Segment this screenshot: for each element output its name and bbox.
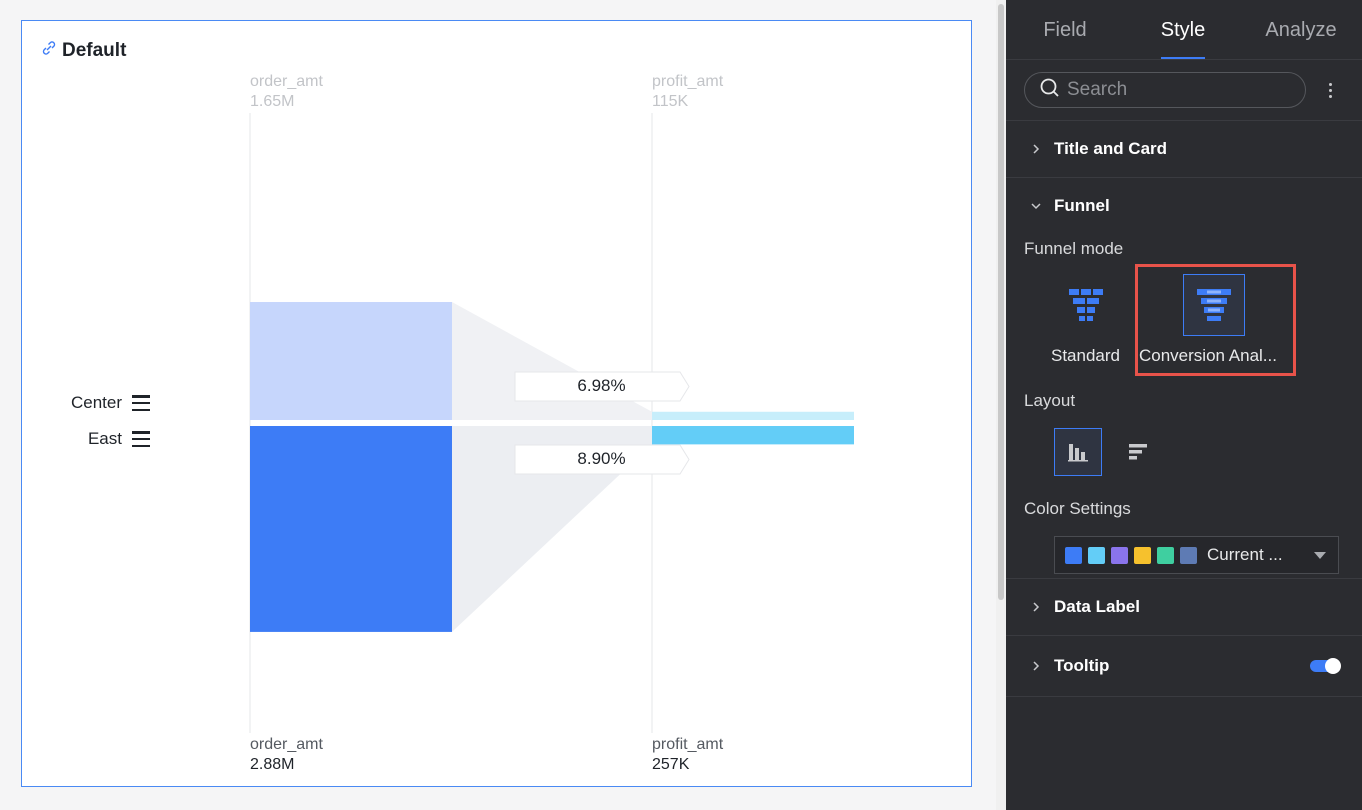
bar-center-profit-amt bbox=[652, 411, 854, 420]
stage2-top-measure: profit_amt bbox=[652, 73, 724, 90]
scrollbar-thumb[interactable] bbox=[998, 4, 1004, 600]
conversion-value: 8.90% bbox=[577, 449, 626, 468]
tooltip-toggle[interactable] bbox=[1310, 658, 1341, 674]
color-scheme-value: Current ... bbox=[1207, 545, 1283, 564]
section-funnel: Funnel Funnel mode Standard bbox=[1006, 177, 1362, 578]
legend-item-east[interactable]: East bbox=[40, 421, 150, 457]
stage1-top-total: 1.65M bbox=[250, 93, 295, 110]
funnel-standard-icon bbox=[1055, 274, 1117, 336]
layout-vertical-button[interactable] bbox=[1114, 428, 1162, 476]
stage2-top-total: 115K bbox=[652, 93, 689, 110]
layout-label: Layout bbox=[1024, 391, 1076, 410]
section-title: Funnel bbox=[1054, 196, 1110, 215]
stage2-bottom-total: 257K bbox=[652, 756, 690, 773]
conversion-label-center: 6.98% bbox=[514, 371, 690, 402]
stage2-top-label: profit_amt 115K bbox=[652, 72, 723, 112]
funnel-chart bbox=[249, 113, 854, 733]
mode-standard[interactable]: Standard bbox=[1051, 274, 1120, 366]
menu-icon[interactable] bbox=[132, 395, 150, 411]
funnel-mode-label: Funnel mode bbox=[1024, 239, 1124, 258]
style-panel: Field Style Analyze Title and Card Funne… bbox=[1006, 0, 1362, 810]
legend-item-center[interactable]: Center bbox=[40, 385, 150, 421]
section-title: Data Label bbox=[1054, 597, 1140, 616]
link-icon bbox=[40, 39, 58, 62]
more-options-icon[interactable] bbox=[1320, 78, 1340, 102]
section-data-label[interactable]: Data Label bbox=[1006, 578, 1362, 635]
color-swatch bbox=[1111, 546, 1128, 564]
chevron-right-icon bbox=[1030, 660, 1042, 672]
color-swatch bbox=[1134, 546, 1151, 564]
mode-label: Standard bbox=[1051, 346, 1120, 365]
section-title: Title and Card bbox=[1054, 139, 1168, 158]
connector-east bbox=[452, 426, 652, 632]
chart-canvas-area: Default Center East order_amt 1.65M prof… bbox=[21, 20, 972, 787]
chevron-right-icon bbox=[1030, 601, 1042, 613]
search-box[interactable] bbox=[1024, 72, 1306, 108]
panel-tabs: Field Style Analyze bbox=[1006, 0, 1362, 60]
stage2-bottom-label: profit_amt 257K bbox=[652, 735, 723, 775]
conversion-value: 6.98% bbox=[577, 376, 626, 395]
stage1-bottom-total: 2.88M bbox=[250, 756, 295, 773]
section-title-card[interactable]: Title and Card bbox=[1006, 120, 1362, 177]
tab-field[interactable]: Field bbox=[1043, 19, 1087, 41]
section-title: Tooltip bbox=[1054, 656, 1110, 675]
stage1-top-measure: order_amt bbox=[250, 73, 323, 90]
horizontal-bars-icon bbox=[1129, 444, 1147, 460]
color-swatch bbox=[1065, 546, 1082, 564]
tab-style[interactable]: Style bbox=[1124, 0, 1242, 59]
bar-east-order-amt bbox=[250, 426, 452, 632]
tab-analyze[interactable]: Analyze bbox=[1265, 19, 1337, 41]
vertical-bars-icon bbox=[1068, 444, 1088, 462]
chevron-down-icon bbox=[1030, 200, 1042, 212]
mode-label: Conversion Anal... bbox=[1139, 346, 1277, 365]
section-tooltip[interactable]: Tooltip bbox=[1006, 635, 1362, 697]
layout-horizontal-button[interactable] bbox=[1054, 428, 1102, 476]
layout-options bbox=[1006, 428, 1362, 476]
canvas-scrollbar[interactable] bbox=[996, 0, 1006, 810]
bar-center-order-amt bbox=[250, 302, 452, 420]
highlight-box bbox=[1135, 264, 1296, 376]
color-scheme-select[interactable]: Current ... bbox=[1054, 536, 1339, 574]
color-settings-label: Color Settings bbox=[1024, 499, 1131, 518]
menu-icon[interactable] bbox=[132, 431, 150, 447]
funnel-mode-options: Standard Conversion Anal... bbox=[1006, 264, 1362, 394]
stage1-bottom-measure: order_amt bbox=[250, 736, 323, 753]
stage1-bottom-label: order_amt 2.88M bbox=[250, 735, 323, 775]
legend: Center East bbox=[40, 385, 150, 457]
color-swatch bbox=[1157, 546, 1174, 564]
legend-label: Center bbox=[70, 393, 122, 412]
mode-conversion-analysis[interactable]: Conversion Anal... bbox=[1139, 274, 1277, 366]
search-input[interactable] bbox=[1067, 79, 1287, 101]
legend-label: East bbox=[87, 429, 122, 448]
search-row bbox=[1006, 60, 1362, 120]
dropdown-caret-icon bbox=[1314, 551, 1326, 559]
color-swatch bbox=[1088, 546, 1105, 564]
conversion-label-east: 8.90% bbox=[514, 444, 690, 475]
card-title-text: Default bbox=[62, 39, 127, 61]
funnel-conversion-icon bbox=[1183, 274, 1245, 336]
stage1-top-label: order_amt 1.65M bbox=[250, 72, 323, 112]
search-icon bbox=[1039, 77, 1061, 104]
stage2-bottom-measure: profit_amt bbox=[652, 736, 724, 753]
color-swatch bbox=[1180, 546, 1197, 564]
chevron-right-icon bbox=[1030, 143, 1042, 155]
card-title: Default bbox=[40, 39, 126, 62]
funnel-header[interactable]: Funnel bbox=[1006, 178, 1362, 234]
bar-east-profit-amt bbox=[652, 426, 854, 445]
